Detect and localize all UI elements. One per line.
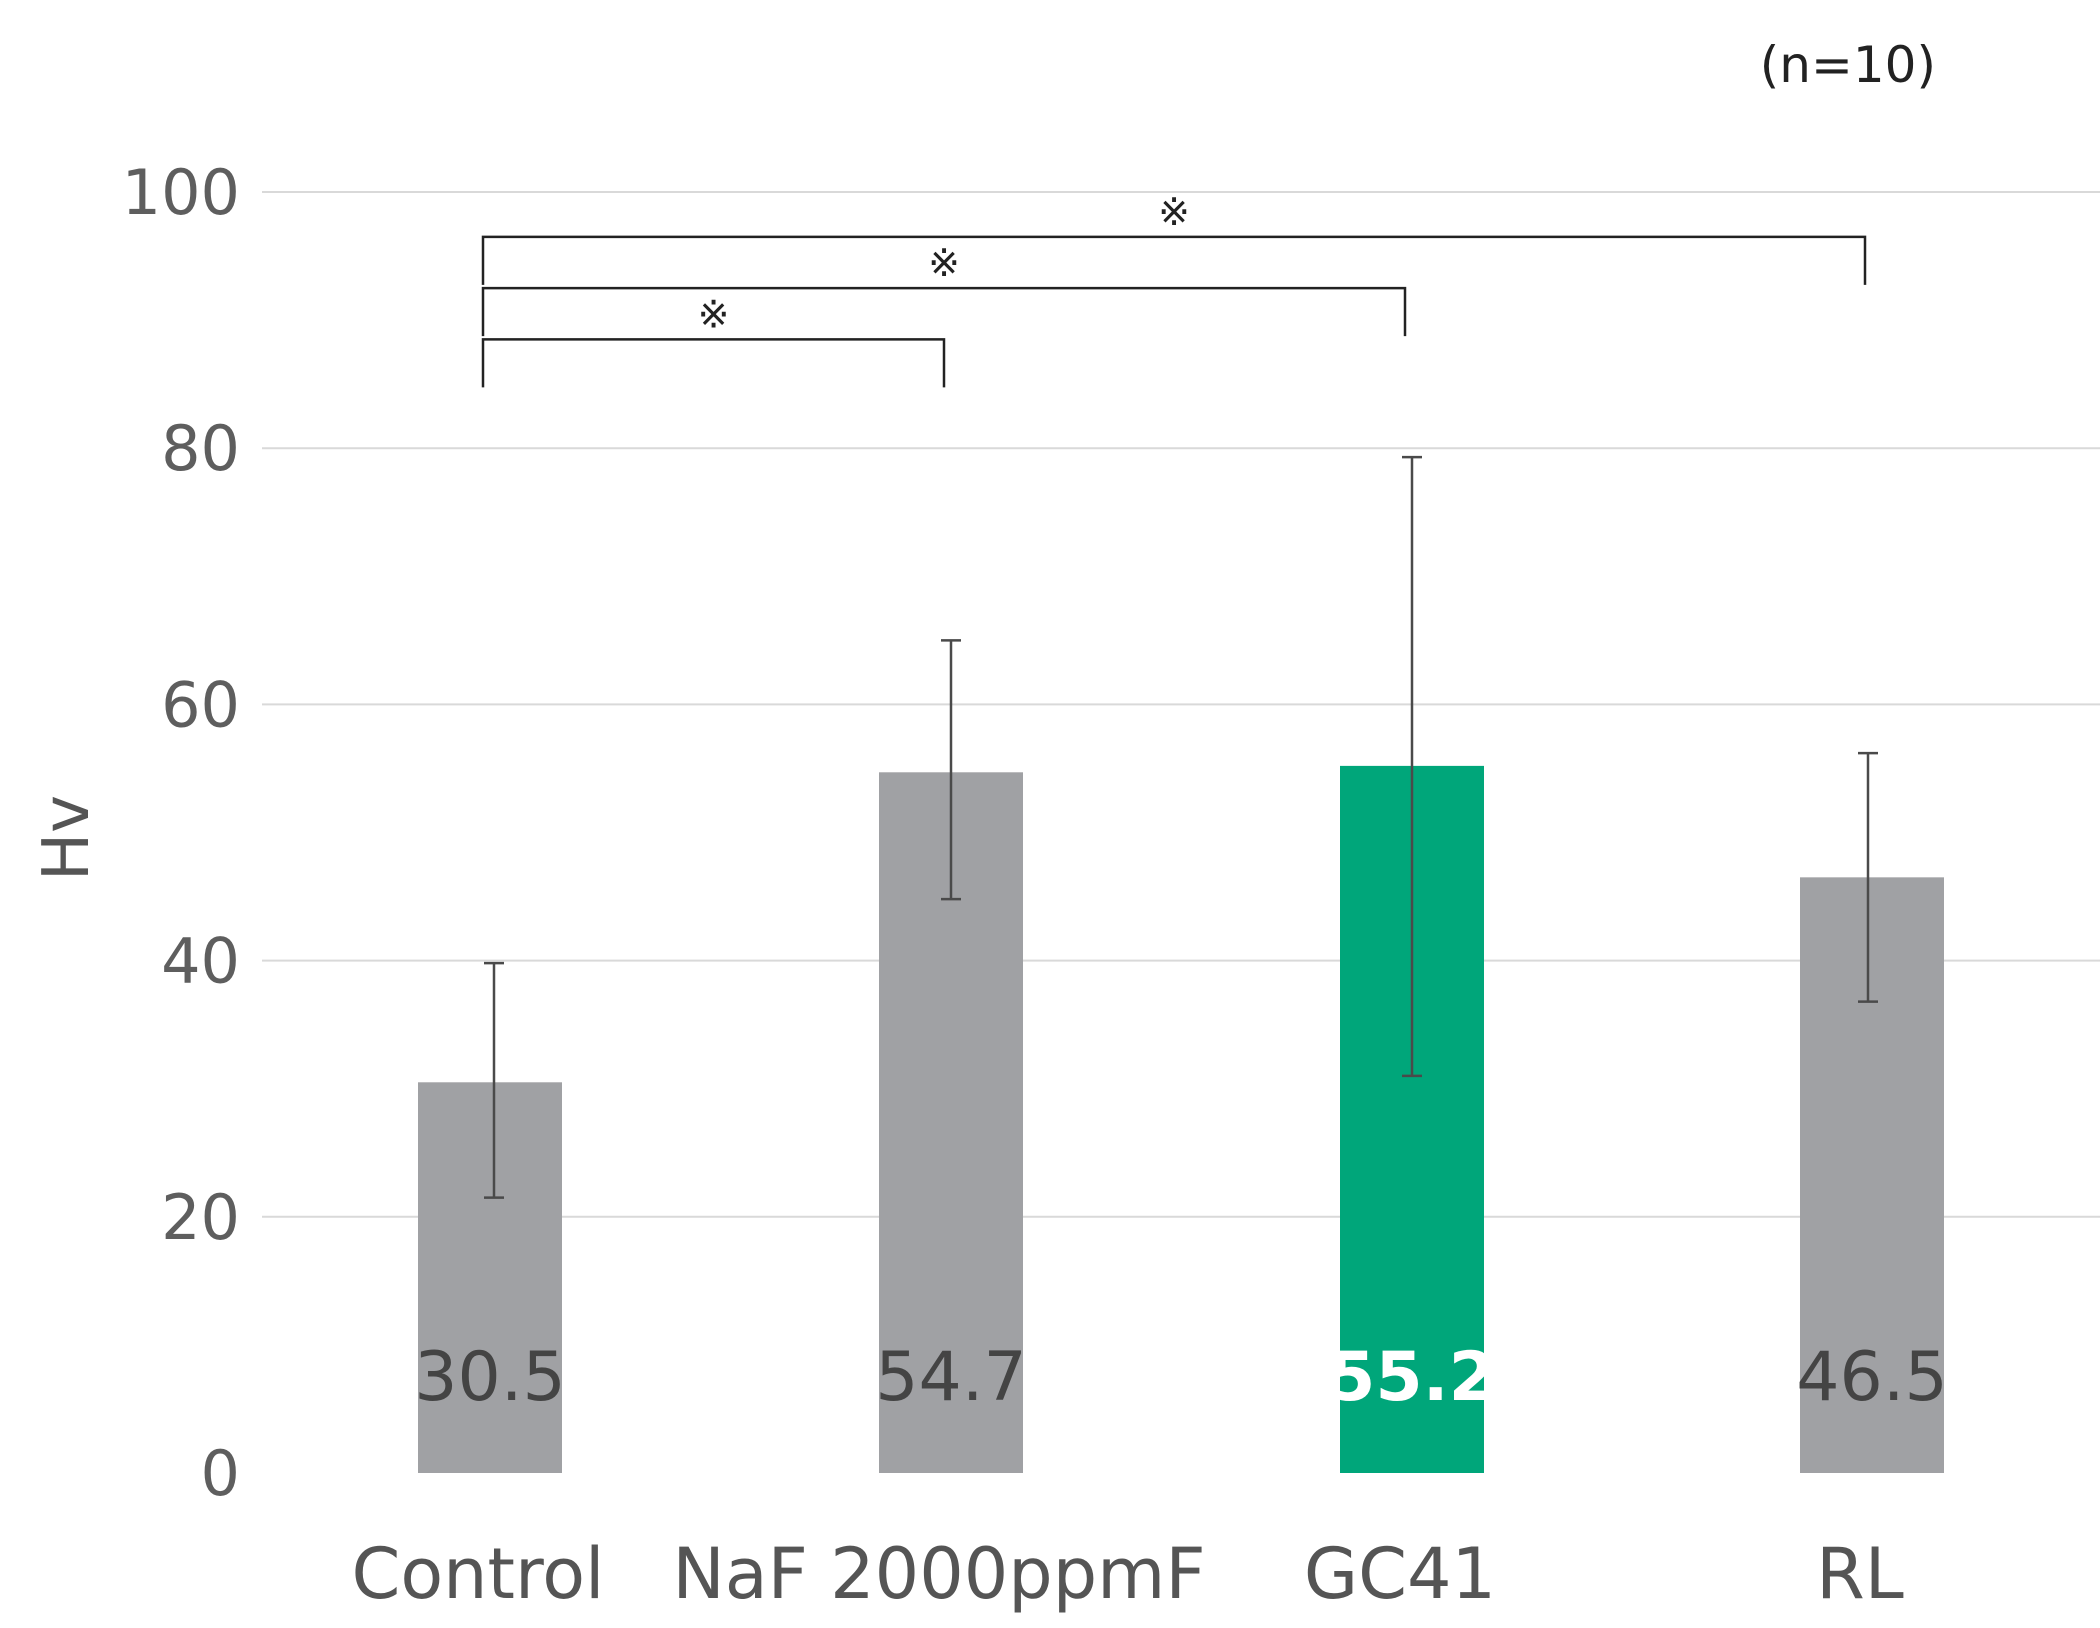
bracket-line xyxy=(481,338,946,388)
x-axis-categories: Control NaF 2000ppmF GC41 RL xyxy=(351,1533,1903,1615)
value-label-naf-2000ppmf: 54.7 xyxy=(875,1338,1026,1417)
y-tick-label-60: 60 xyxy=(161,668,240,741)
bars xyxy=(418,765,1944,1473)
category-label-gc41: GC41 xyxy=(1304,1533,1496,1615)
y-tick-label-20: 20 xyxy=(161,1181,240,1254)
category-label-rl: RL xyxy=(1816,1533,1904,1615)
bracket-line xyxy=(481,286,1407,337)
y-tick-label-0: 0 xyxy=(201,1437,240,1510)
significance-bracket-1: ※ xyxy=(481,292,946,388)
category-label-naf-2000ppmf: NaF 2000ppmF xyxy=(672,1533,1205,1615)
y-tick-label-40: 40 xyxy=(161,925,240,998)
gridlines xyxy=(262,191,2100,1218)
error-bar-gc41 xyxy=(1402,455,1422,1078)
value-label-gc41: 55.2 xyxy=(1328,1338,1496,1417)
y-tick-label-80: 80 xyxy=(161,412,240,485)
significance-brackets: ※ ※ ※ xyxy=(481,190,1867,388)
y-tick-label-100: 100 xyxy=(122,156,240,229)
value-labels: 30.5 54.7 55.2 46.5 xyxy=(414,1338,1947,1417)
value-label-rl: 46.5 xyxy=(1796,1338,1947,1417)
error-bar-control xyxy=(484,961,504,1199)
error-bar-naf-2000ppmf xyxy=(941,639,961,901)
significance-bracket-3: ※ xyxy=(481,190,1867,285)
category-label-control: Control xyxy=(351,1533,604,1615)
significance-mark: ※ xyxy=(928,241,960,285)
bar-control xyxy=(418,1082,562,1473)
y-axis-ticks: 0 20 40 60 80 100 xyxy=(122,156,240,1510)
y-axis-label: Hv xyxy=(30,795,104,881)
value-label-control: 30.5 xyxy=(414,1338,565,1417)
significance-bracket-2: ※ xyxy=(481,241,1407,337)
significance-mark: ※ xyxy=(698,292,730,336)
error-bar-rl xyxy=(1858,751,1878,1003)
bar-rl xyxy=(1800,877,1944,1473)
sample-size-note: (n=10) xyxy=(1760,36,1936,94)
error-bars xyxy=(484,455,1878,1199)
bracket-line xyxy=(481,235,1867,285)
significance-mark: ※ xyxy=(1158,190,1190,234)
